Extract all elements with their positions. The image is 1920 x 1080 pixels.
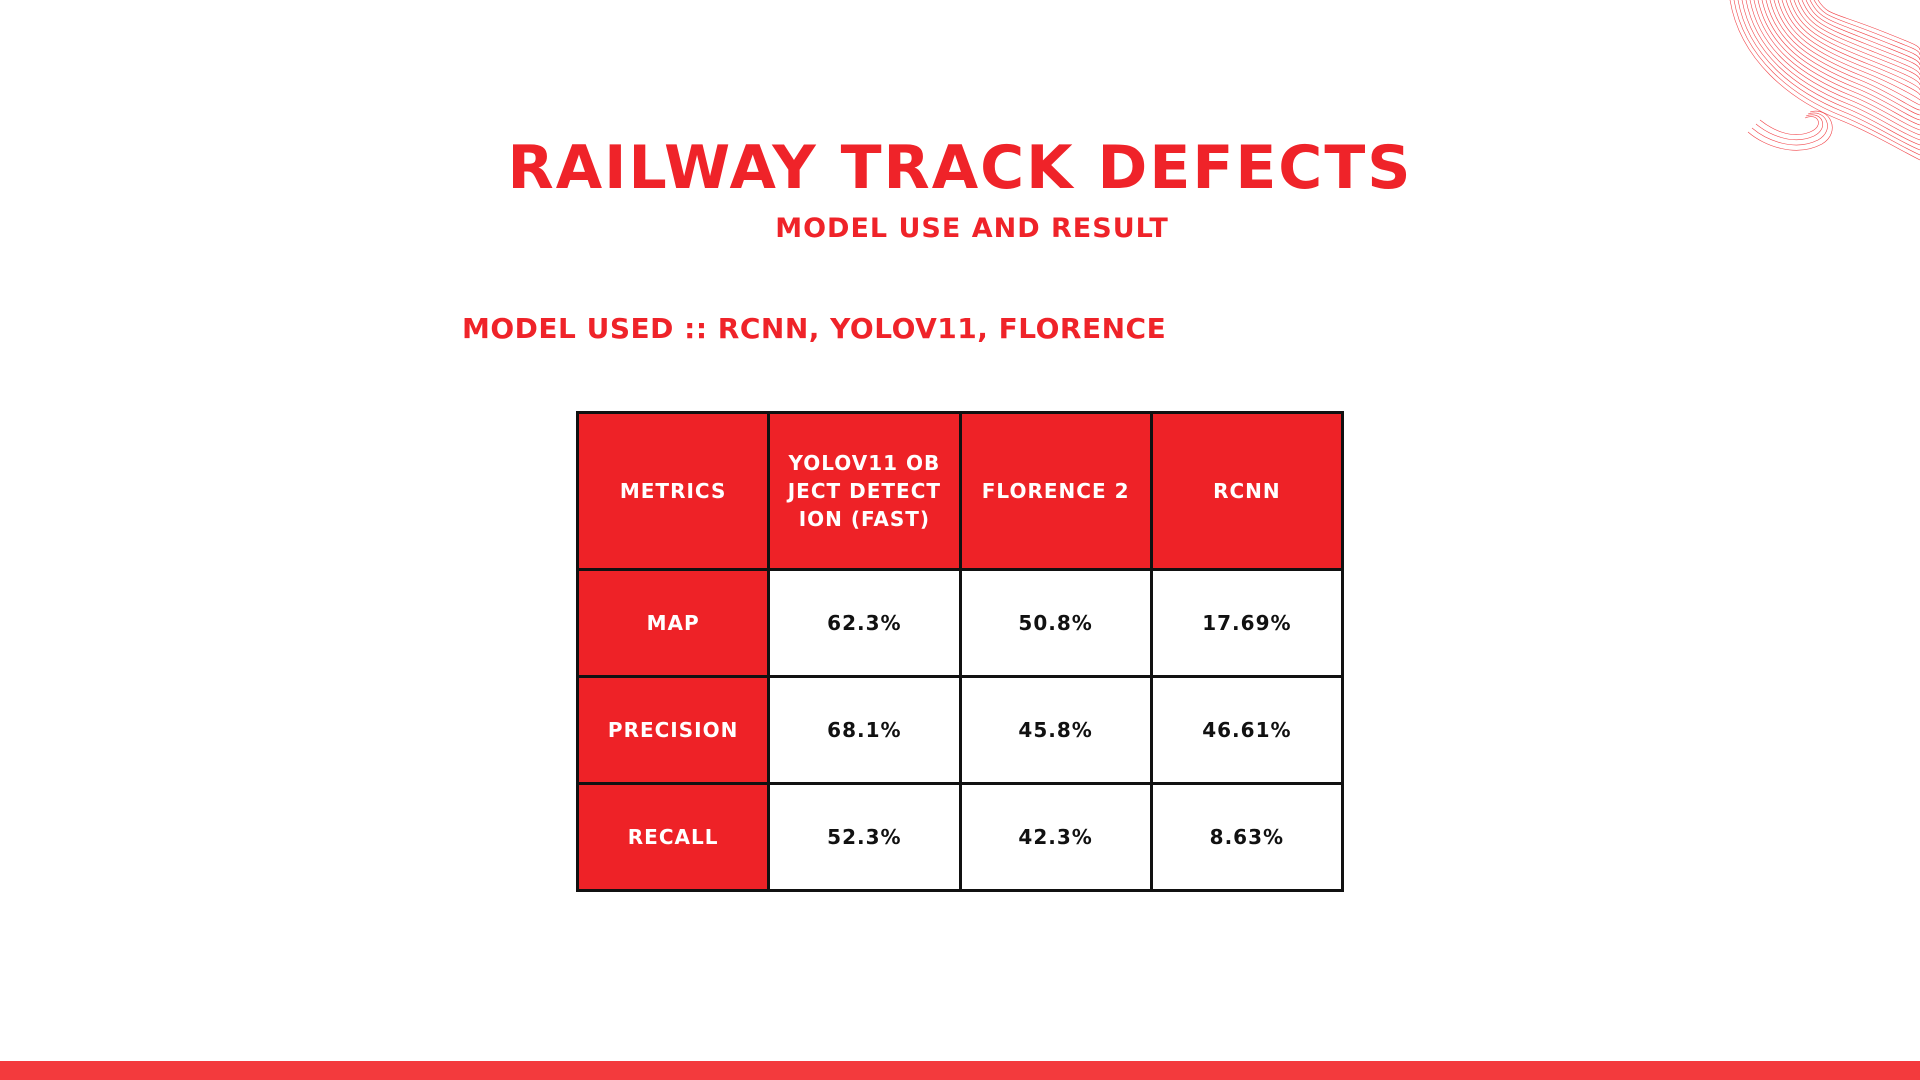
- header-metrics: METRICS: [575, 411, 771, 571]
- metric-label: RECALL: [575, 782, 771, 892]
- cell-florence-map: 50.8%: [958, 568, 1153, 678]
- table-row-precision: PRECISION 68.1% 45.8% 46.61%: [575, 675, 1345, 785]
- cell-rcnn-precision: 46.61%: [1149, 675, 1345, 785]
- cell-florence-precision: 45.8%: [958, 675, 1153, 785]
- table-row-map: MAP 62.3% 50.8% 17.69%: [575, 568, 1345, 678]
- bottom-accent-bar: [0, 1061, 1920, 1080]
- table-header-row: METRICS YOLOV11 OBJECT DETECTION (FAST) …: [575, 411, 1345, 571]
- header-rcnn: RCNN: [1149, 411, 1345, 571]
- decorative-wave-lines: [1729, 0, 1920, 161]
- models-used-text: MODEL USED :: RCNN, YOLOV11, FLORENCE: [462, 312, 1167, 345]
- header-yolov11: YOLOV11 OBJECT DETECTION (FAST): [767, 411, 962, 571]
- metric-label: MAP: [575, 568, 771, 678]
- cell-yolov11-precision: 68.1%: [767, 675, 962, 785]
- cell-florence-recall: 42.3%: [958, 782, 1153, 892]
- metric-label: PRECISION: [575, 675, 771, 785]
- slide-subtitle: MODEL USE AND RESULT: [775, 213, 1169, 244]
- cell-yolov11-map: 62.3%: [767, 568, 962, 678]
- cell-rcnn-recall: 8.63%: [1149, 782, 1345, 892]
- cell-rcnn-map: 17.69%: [1149, 568, 1345, 678]
- table-row-recall: RECALL 52.3% 42.3% 8.63%: [575, 782, 1345, 892]
- cell-yolov11-recall: 52.3%: [767, 782, 962, 892]
- header-florence: FLORENCE 2: [958, 411, 1153, 571]
- metrics-table: METRICS YOLOV11 OBJECT DETECTION (FAST) …: [575, 411, 1345, 892]
- slide-title: RAILWAY TRACK DEFECTS: [507, 133, 1413, 203]
